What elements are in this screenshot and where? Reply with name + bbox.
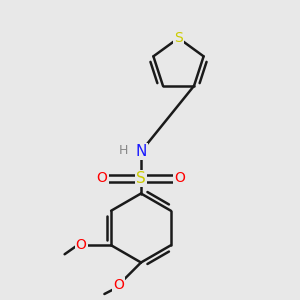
Text: S: S	[136, 171, 146, 186]
Text: N: N	[135, 144, 147, 159]
Text: O: O	[175, 172, 185, 185]
Text: O: O	[76, 238, 87, 252]
Text: O: O	[97, 172, 107, 185]
Text: O: O	[113, 278, 124, 292]
Text: H: H	[119, 143, 129, 157]
Text: S: S	[174, 31, 183, 45]
